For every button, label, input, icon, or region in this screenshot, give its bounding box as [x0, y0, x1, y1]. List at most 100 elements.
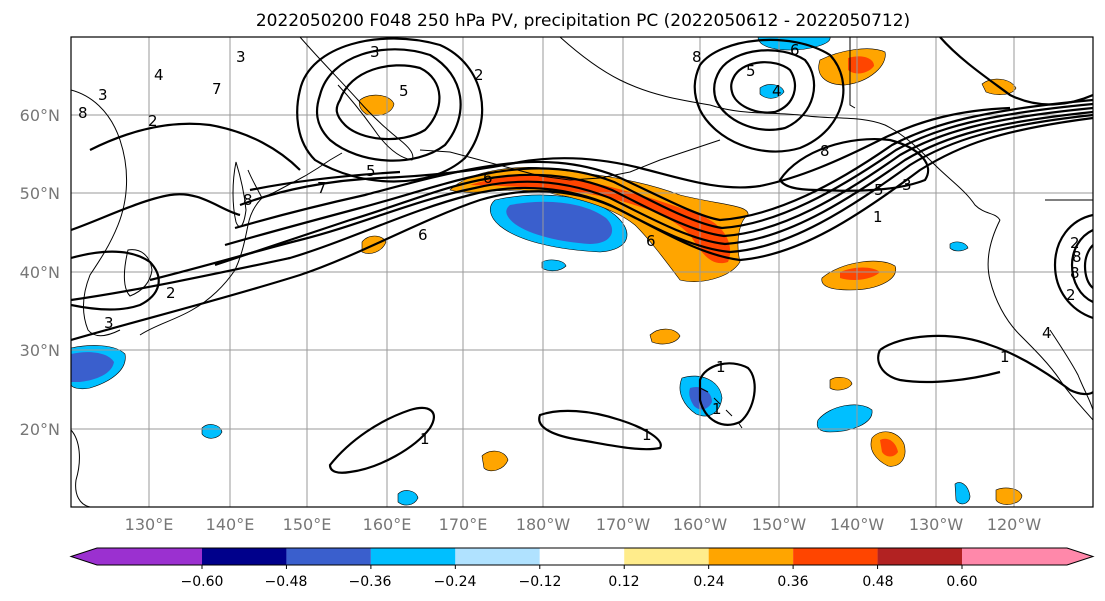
colorbar-segment — [962, 548, 1093, 565]
colorbar: −0.60 −0.48 −0.36 −0.24 −0.12 0.12 0.24 … — [69, 547, 1095, 590]
pv-contours — [71, 37, 1093, 474]
contour-low-5 — [296, 37, 484, 183]
lon-label-170w: 170°W — [596, 515, 651, 534]
contour-label: 3 — [902, 176, 912, 194]
lon-label-170e: 170°E — [439, 515, 488, 534]
western-pacific-negative-core — [71, 352, 114, 382]
colorbar-labels: −0.60 −0.48 −0.36 −0.24 −0.12 0.12 0.24 … — [181, 574, 978, 590]
colorbar-segment — [877, 548, 962, 565]
contour-alaska-low-5 — [713, 49, 816, 131]
lat-label-30n: 30°N — [20, 341, 60, 360]
baja-coastline — [1049, 329, 1093, 411]
contour-label: 1 — [712, 400, 722, 418]
lon-label-120w: 120°W — [987, 515, 1042, 534]
precipitation-shading — [71, 37, 1023, 506]
negative-cell-b — [541, 259, 567, 272]
contour-alaska-low-4 — [730, 61, 797, 114]
lon-label-140w: 140°W — [830, 515, 885, 534]
lat-label-40n: 40°N — [20, 263, 60, 282]
colorbar-label: 0.60 — [946, 574, 977, 590]
contour-low-3 — [335, 64, 441, 141]
contour-label: 5 — [746, 62, 756, 80]
contour-label: 2 — [1066, 286, 1076, 304]
contour-west-2 — [71, 250, 160, 311]
contour-label: 1 — [642, 426, 652, 444]
negative-anomaly-region-core — [506, 201, 613, 244]
contour-subtropical-1c — [698, 362, 756, 426]
positive-cell-b — [649, 328, 681, 345]
lat-label-50n: 50°N — [20, 184, 60, 203]
colorbar-segment — [455, 548, 540, 565]
positive-cell-c — [481, 450, 509, 472]
canada-us-border — [849, 37, 1093, 201]
east-pacific-positive-core — [840, 267, 880, 280]
colorbar-segment — [202, 548, 287, 565]
negative-cell-c — [397, 490, 419, 506]
colorbar-label: 0.48 — [862, 574, 893, 590]
colorbar-label: −0.24 — [434, 574, 477, 590]
colorbar-segment — [370, 548, 456, 565]
colorbar-outline — [69, 547, 1095, 566]
contour-label: 7 — [317, 179, 327, 197]
alaska-coastline — [559, 37, 1001, 221]
lat-label-20n: 20°N — [20, 420, 60, 439]
contour-label: 3 — [236, 48, 246, 66]
contour-label: 2 — [166, 284, 176, 302]
map-panel: 3 8 4 7 3 2 3 2 8 5 6 4 8 6 5 7 8 5 6 6 — [70, 36, 1094, 508]
colorbar-label: 0.12 — [608, 574, 639, 590]
contour-label: 4 — [772, 82, 782, 100]
lon-label-160e: 160°E — [363, 515, 412, 534]
contour-label: 4 — [154, 66, 164, 84]
gridlines — [71, 37, 1093, 507]
contour-label: 3 — [104, 314, 114, 332]
contour-jet-4 — [214, 106, 1093, 267]
contour-label: 6 — [483, 169, 493, 187]
colorbar-label: −0.12 — [519, 574, 562, 590]
contour-alaska-low-6 — [693, 38, 845, 153]
contour-label: 1 — [873, 208, 883, 226]
contour-west-8 — [71, 193, 241, 232]
lon-label-150e: 150°E — [283, 515, 332, 534]
contour-label: 3 — [98, 86, 108, 104]
colorbar-label: −0.36 — [349, 574, 392, 590]
contour-label: 3 — [370, 43, 380, 61]
contour-label: 8 — [692, 48, 702, 66]
contour-label: 2 — [1070, 234, 1080, 252]
contour-subtropical-1b — [538, 409, 662, 451]
figure-title: 2022050200 F048 250 hPa PV, precipitatio… — [256, 11, 910, 31]
contour-label: 6 — [646, 232, 656, 250]
colorbar-segment — [539, 548, 625, 565]
contour-alaska-8 — [778, 138, 930, 192]
lat-label-60n: 60°N — [20, 106, 60, 125]
colorbar-segment — [286, 548, 371, 565]
colorbar-ticks — [201, 565, 963, 569]
contour-label: 8 — [1070, 264, 1080, 282]
colorbar-segment — [71, 548, 202, 565]
contour-jet-6 — [234, 98, 1093, 230]
contour-east-low — [1053, 213, 1093, 320]
contour-jet-5 — [224, 102, 1093, 247]
colorbar-segment — [793, 548, 878, 565]
kuril-islands — [261, 152, 343, 199]
contour-label: 4 — [1042, 324, 1052, 342]
colorbar-segment — [708, 548, 794, 565]
contour-label: 2 — [148, 112, 158, 130]
colorbar-label: −0.48 — [265, 574, 308, 590]
contour-label: 8 — [1072, 248, 1082, 266]
negative-cell-d — [954, 482, 971, 505]
colorbar-segment — [624, 548, 709, 565]
contour-labels: 3 8 4 7 3 2 3 2 8 5 6 4 8 6 5 7 8 5 6 6 — [78, 41, 1082, 448]
lon-label-140e: 140°E — [206, 515, 255, 534]
positive-cell-d — [995, 487, 1023, 505]
longitude-labels: 130°E 140°E 150°E 160°E 170°E 180°W 170°… — [125, 515, 1042, 534]
contour-label: 8 — [78, 104, 88, 122]
contour-label: 2 — [474, 66, 484, 84]
hawaii-islands — [699, 387, 743, 429]
latitude-labels: 60°N 50°N 40°N 30°N 20°N — [20, 106, 60, 439]
contour-jet-2 — [71, 113, 1093, 302]
contour-label: 5 — [366, 162, 376, 180]
contour-subtropical-2 — [877, 334, 1093, 396]
negative-cell-f — [759, 84, 785, 99]
colorbar-label: 0.24 — [693, 574, 724, 590]
